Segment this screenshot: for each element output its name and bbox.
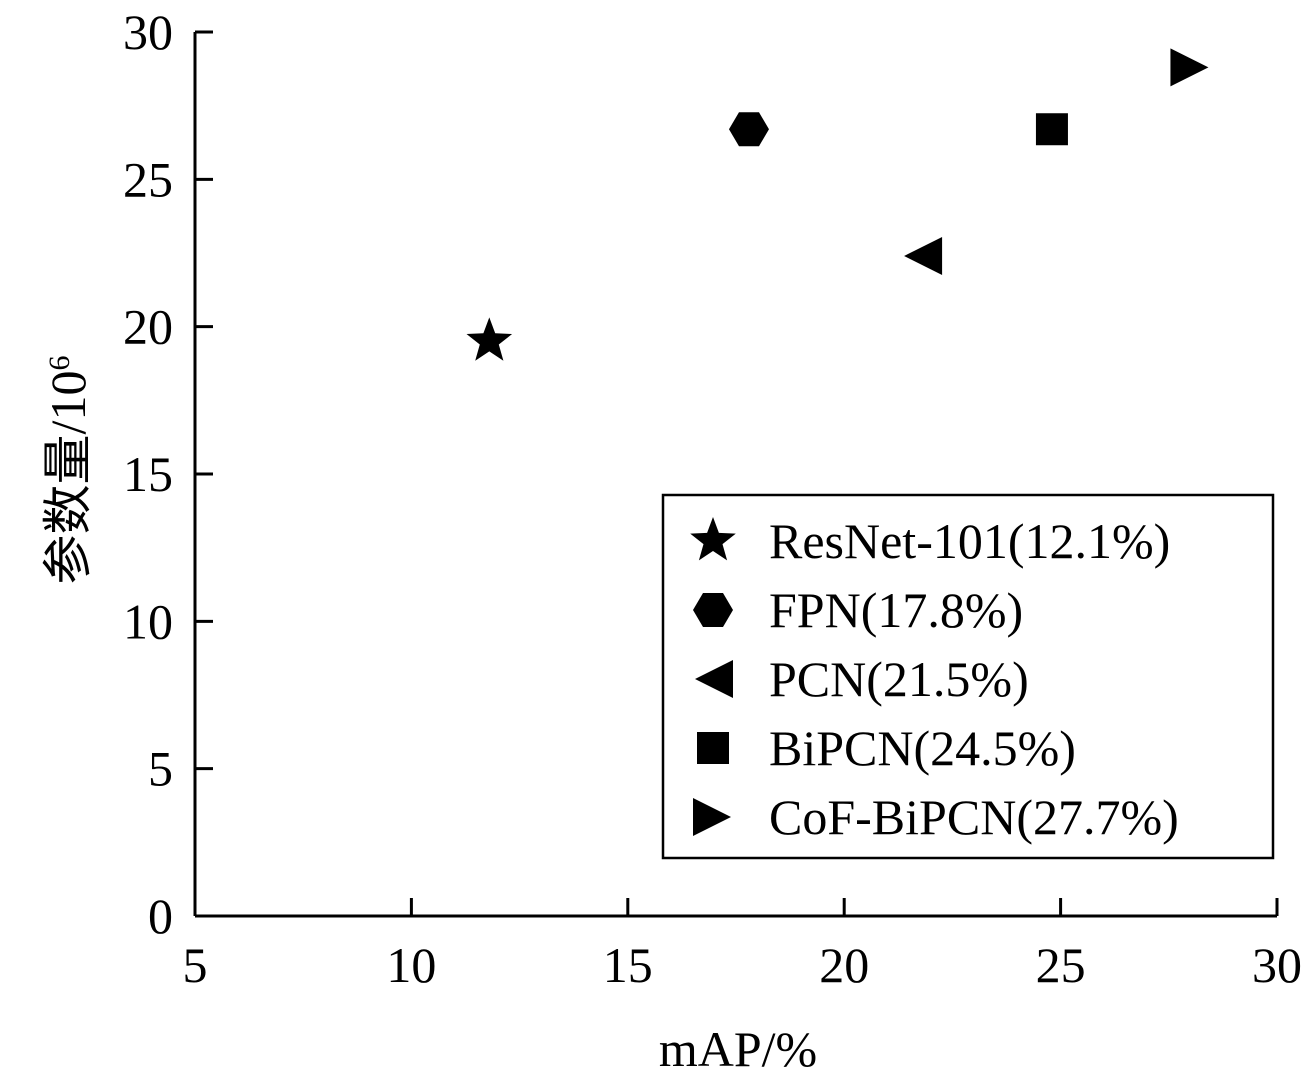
x-tick-label: 15: [603, 937, 653, 993]
x-tick-label: 10: [386, 937, 436, 993]
x-ticks: 5 10 15 20 25 30: [183, 898, 1302, 993]
y-tick-label: 5: [148, 741, 173, 797]
data-point-triangle-right: [1170, 48, 1209, 87]
y-tick-label: 0: [148, 888, 173, 944]
x-tick-label: 20: [819, 937, 869, 993]
data-point-square: [1035, 113, 1068, 146]
legend-marker-star: [690, 517, 736, 561]
legend-label: ResNet-101(12.1%): [769, 513, 1170, 569]
x-tick-label: 25: [1036, 937, 1086, 993]
legend-marker-triangle-left: [695, 660, 733, 698]
legend-label: FPN(17.8%): [769, 582, 1023, 638]
data-points: [466, 48, 1209, 361]
legend-marker-triangle-right: [693, 798, 731, 836]
legend: ResNet-101(12.1%) FPN(17.8%) PCN(21.5%) BiP…: [661, 493, 1275, 860]
x-axis-title: mAP/%: [659, 1021, 817, 1077]
y-tick-label: 30: [123, 4, 173, 60]
legend-box: [661, 493, 1275, 860]
y-tick-label: 20: [123, 299, 173, 355]
legend-marker-square: [697, 732, 729, 764]
legend-marker-hexagon: [693, 593, 733, 627]
y-tick-label: 25: [123, 151, 173, 207]
y-axis-title: 参数量/106: [40, 356, 96, 585]
x-tick-label: 5: [183, 937, 208, 993]
y-axis-title-base: 参数量/10: [40, 371, 96, 585]
legend-label: CoF-BiPCN(27.7%): [769, 789, 1179, 845]
legend-label: PCN(21.5%): [769, 651, 1029, 707]
y-ticks: 0 5 10 15 20 25 30: [123, 4, 213, 944]
legend-label: BiPCN(24.5%): [769, 720, 1076, 776]
y-tick-label: 15: [123, 446, 173, 502]
data-point-triangle-left: [904, 236, 943, 275]
data-point-star: [466, 317, 513, 361]
x-tick-label: 30: [1252, 937, 1302, 993]
y-tick-label: 10: [123, 593, 173, 649]
data-point-hexagon: [728, 112, 769, 147]
y-axis-title-exponent: 6: [43, 356, 76, 371]
